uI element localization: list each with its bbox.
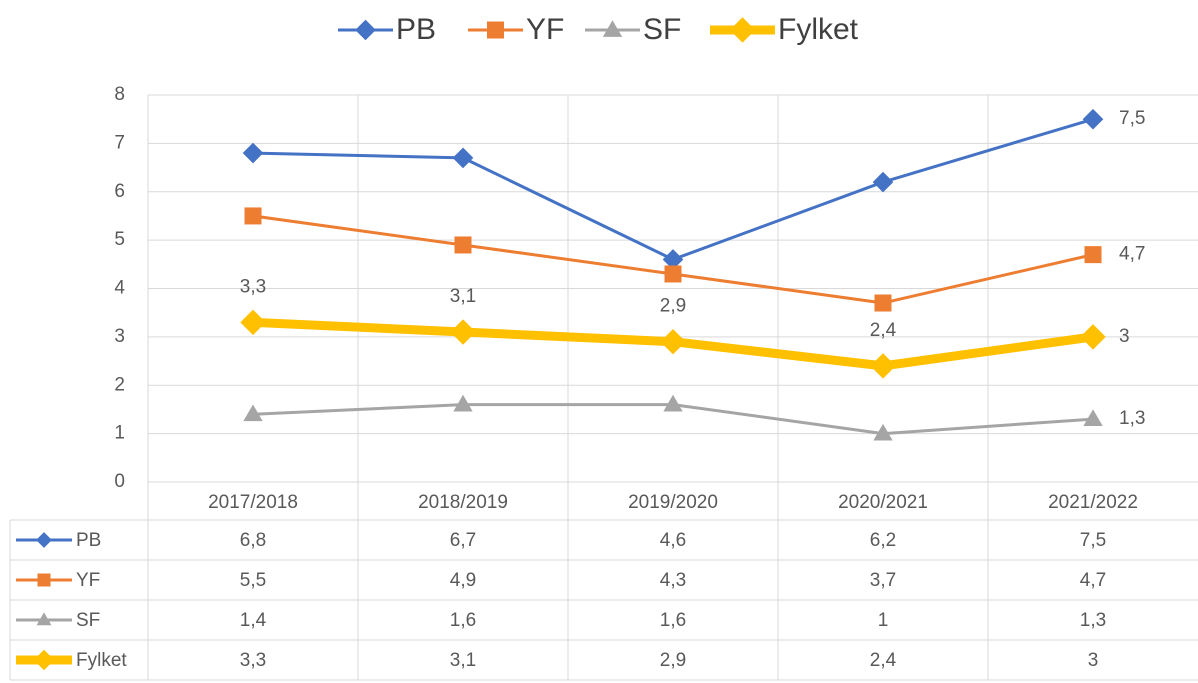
x-tick-label: 2021/2022 xyxy=(1048,492,1138,513)
table-cell: 6,8 xyxy=(240,530,266,551)
data-point xyxy=(452,147,474,169)
data-point xyxy=(450,319,476,345)
table-cell: 4,3 xyxy=(660,570,686,591)
data-point xyxy=(872,171,894,193)
table-cell: 1,4 xyxy=(240,610,267,631)
table-row-label: YF xyxy=(76,570,100,591)
table-cell: 3,7 xyxy=(870,570,896,591)
table-cell: 6,2 xyxy=(870,530,896,551)
table-key-marker xyxy=(37,573,51,587)
y-tick-label: 2 xyxy=(114,374,125,395)
table-cell: 1 xyxy=(878,610,889,631)
data-label: 7,5 xyxy=(1119,108,1145,129)
data-point xyxy=(1082,108,1104,130)
legend-marker xyxy=(355,19,376,41)
y-tick-label: 7 xyxy=(114,132,125,153)
table-cell: 2,9 xyxy=(660,650,686,671)
table-cell: 5,5 xyxy=(240,570,266,591)
table-cell: 4,6 xyxy=(660,530,686,551)
data-point xyxy=(1084,246,1102,264)
data-label: 1,3 xyxy=(1119,408,1145,429)
data-label: 2,9 xyxy=(660,296,686,317)
table-key-marker xyxy=(36,532,52,548)
table-cell: 7,5 xyxy=(1080,530,1106,551)
x-tick-label: 2018/2019 xyxy=(418,492,508,513)
x-tick-label: 2017/2018 xyxy=(208,492,298,513)
table-key-marker xyxy=(33,649,55,671)
table-cell: 6,7 xyxy=(450,530,476,551)
data-point xyxy=(243,404,263,422)
table-cell: 1,6 xyxy=(660,610,686,631)
data-point xyxy=(870,353,896,379)
data-point xyxy=(663,394,683,412)
data-label: 2,4 xyxy=(870,320,897,341)
table-key-marker xyxy=(36,612,52,626)
data-label: 3 xyxy=(1119,326,1130,347)
series-line xyxy=(252,117,1094,261)
data-point xyxy=(244,207,262,225)
table-cell: 4,7 xyxy=(1080,570,1106,591)
table-cell: 4,9 xyxy=(450,570,476,591)
table-cell: 3,3 xyxy=(240,650,266,671)
data-point xyxy=(240,309,266,336)
y-tick-label: 6 xyxy=(114,181,125,202)
y-tick-label: 5 xyxy=(114,229,125,250)
y-tick-label: 4 xyxy=(114,278,125,299)
data-point xyxy=(454,236,472,254)
y-tick-label: 0 xyxy=(114,471,125,492)
table-cell: 3,1 xyxy=(450,650,476,671)
legend-label: PB xyxy=(396,13,436,46)
data-point xyxy=(664,265,682,283)
legend-marker xyxy=(487,21,504,39)
table-cell: 1,6 xyxy=(450,610,476,631)
data-point xyxy=(242,142,264,164)
table-cell: 2,4 xyxy=(870,650,897,671)
legend-label: SF xyxy=(643,13,681,46)
data-point xyxy=(453,394,473,412)
x-tick-label: 2019/2020 xyxy=(628,492,718,513)
data-point xyxy=(1080,324,1106,350)
y-tick-label: 3 xyxy=(114,326,125,347)
y-tick-label: 1 xyxy=(114,423,125,444)
table-row-label: SF xyxy=(76,610,100,631)
data-point xyxy=(873,423,893,441)
table-cell: 1,3 xyxy=(1080,610,1106,631)
legend-marker xyxy=(602,20,623,37)
data-point xyxy=(660,329,686,355)
data-point xyxy=(874,294,892,312)
legend-label: YF xyxy=(526,13,564,46)
table-cell: 3 xyxy=(1088,650,1099,671)
y-tick-label: 8 xyxy=(114,84,125,105)
data-label: 4,7 xyxy=(1119,244,1145,265)
legend-label: Fylket xyxy=(778,13,859,46)
x-tick-label: 2020/2021 xyxy=(838,492,928,513)
data-label: 3,3 xyxy=(240,276,266,297)
data-label: 3,1 xyxy=(450,286,476,307)
table-row-label: PB xyxy=(76,530,101,551)
legend-marker xyxy=(729,17,756,43)
data-point xyxy=(1083,409,1103,427)
table-row-label: Fylket xyxy=(76,650,127,671)
